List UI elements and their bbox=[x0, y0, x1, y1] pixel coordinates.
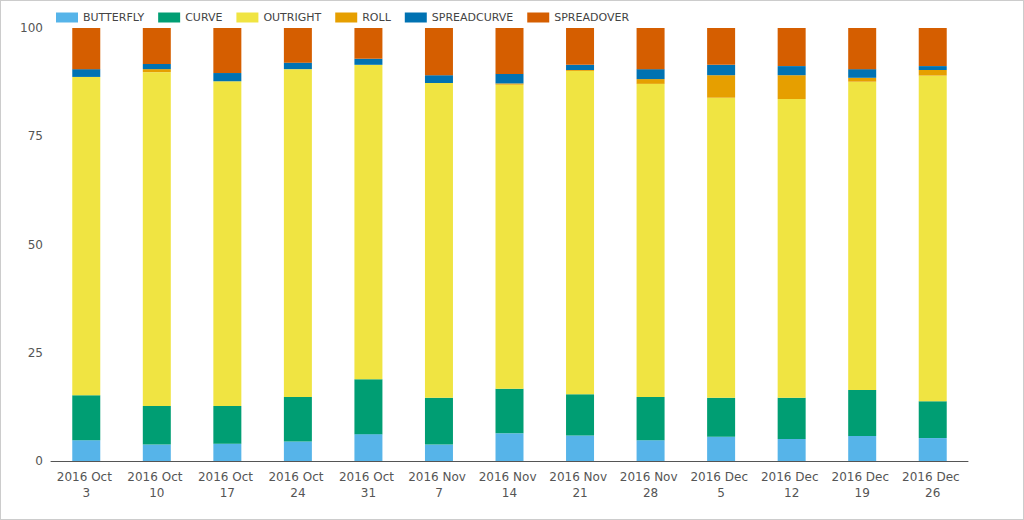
svg-text:12: 12 bbox=[784, 486, 799, 500]
svg-text:14: 14 bbox=[502, 486, 517, 500]
svg-text:100: 100 bbox=[20, 21, 43, 35]
svg-text:0: 0 bbox=[35, 454, 43, 468]
svg-text:25: 25 bbox=[28, 346, 43, 360]
svg-text:2016 Oct: 2016 Oct bbox=[127, 470, 186, 484]
svg-text:2016 Dec: 2016 Dec bbox=[761, 470, 822, 484]
svg-text:CURVE: CURVE bbox=[185, 11, 222, 24]
svg-text:ROLL: ROLL bbox=[362, 11, 391, 24]
svg-text:17: 17 bbox=[220, 486, 235, 500]
svg-text:SPREADCURVE: SPREADCURVE bbox=[432, 11, 514, 24]
svg-text:2016 Dec: 2016 Dec bbox=[690, 470, 751, 484]
svg-text:2016 Dec: 2016 Dec bbox=[831, 470, 892, 484]
svg-text:31: 31 bbox=[361, 486, 376, 500]
svg-text:2016 Oct: 2016 Oct bbox=[339, 470, 398, 484]
svg-text:50: 50 bbox=[28, 238, 43, 252]
svg-text:BUTTERFLY: BUTTERFLY bbox=[83, 11, 144, 24]
svg-text:5: 5 bbox=[717, 486, 725, 500]
svg-text:3: 3 bbox=[82, 486, 90, 500]
svg-text:75: 75 bbox=[28, 129, 43, 143]
svg-text:2016 Nov: 2016 Nov bbox=[479, 470, 541, 484]
svg-text:SPREADOVER: SPREADOVER bbox=[554, 11, 629, 24]
svg-text:OUTRIGHT: OUTRIGHT bbox=[263, 11, 321, 24]
svg-text:2016 Oct: 2016 Oct bbox=[268, 470, 327, 484]
svg-text:24: 24 bbox=[290, 486, 305, 500]
svg-text:2016 Oct: 2016 Oct bbox=[198, 470, 257, 484]
svg-text:10: 10 bbox=[149, 486, 164, 500]
svg-text:26: 26 bbox=[925, 486, 940, 500]
svg-text:2016 Dec: 2016 Dec bbox=[902, 470, 963, 484]
svg-text:2016 Nov: 2016 Nov bbox=[549, 470, 611, 484]
svg-text:28: 28 bbox=[643, 486, 658, 500]
svg-text:2016 Nov: 2016 Nov bbox=[620, 470, 682, 484]
svg-text:2016 Oct: 2016 Oct bbox=[57, 470, 116, 484]
svg-text:19: 19 bbox=[855, 486, 870, 500]
svg-text:2016 Nov: 2016 Nov bbox=[408, 470, 470, 484]
svg-text:21: 21 bbox=[572, 486, 587, 500]
svg-text:7: 7 bbox=[435, 486, 443, 500]
